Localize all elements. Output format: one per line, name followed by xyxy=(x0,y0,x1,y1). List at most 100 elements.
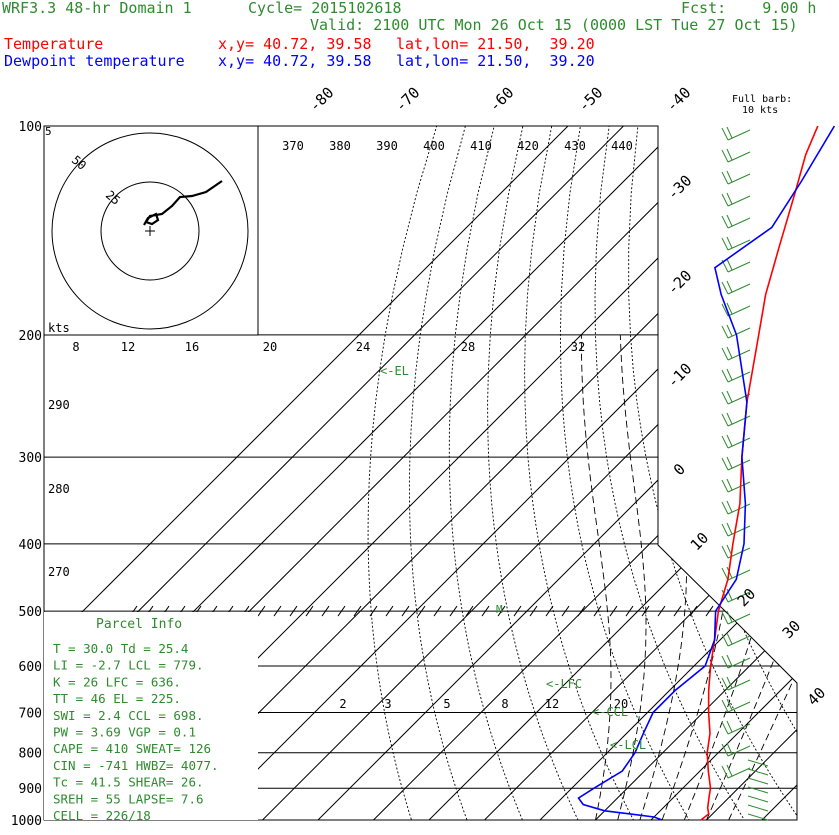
mixing-ratio-labels-bottom: 2 3 5 8 12 20 xyxy=(339,697,628,711)
moist-adiabat xyxy=(706,334,797,820)
wind-barb xyxy=(721,412,751,427)
dry-adiabat xyxy=(594,126,755,820)
temperature-legend: Temperature xyxy=(4,35,104,53)
hatch-mark xyxy=(561,605,570,617)
moist-adiabat xyxy=(661,334,735,820)
dry-adiabat xyxy=(408,126,474,820)
isotherm xyxy=(317,126,797,820)
hatch-mark xyxy=(401,605,410,617)
isotherm xyxy=(595,126,797,820)
wind-barb xyxy=(721,698,751,713)
theta-label-290: 290 xyxy=(48,398,70,412)
pressure-label-700: 700 xyxy=(19,707,42,722)
hatch-mark xyxy=(273,605,282,617)
isotherm xyxy=(706,126,797,820)
parcel-info-row: K = 26 LFC = 636. xyxy=(53,674,181,689)
wind-barb xyxy=(721,236,751,251)
hatch-mark xyxy=(321,605,330,617)
hatch-mark xyxy=(385,605,394,617)
parcel-info-row: SWI = 2.4 CCL = 698. xyxy=(53,708,204,723)
model-title: WRF3.3 48-hr Domain 1 xyxy=(2,0,192,17)
isotherm-label: 0 xyxy=(670,460,689,479)
pressure-labels: 100 200 300 400 500 600 700 800 900 1000 xyxy=(11,120,42,829)
wind-barb xyxy=(721,456,751,471)
wind-barb xyxy=(721,742,751,757)
mixing-ratio-label: 20 xyxy=(614,697,628,711)
parcel-info-title: Parcel Info xyxy=(96,617,182,632)
wind-barb xyxy=(721,676,751,691)
mixing-ratio-label: 16 xyxy=(185,340,199,354)
barb-legend-line2: 10 kts xyxy=(742,105,778,116)
mixing-ratio-label: 3 xyxy=(384,697,391,711)
isotherm xyxy=(44,126,569,820)
hatch-mark xyxy=(305,605,314,617)
dry-adiabat xyxy=(781,126,797,820)
lcl-marker: <-LCL xyxy=(610,738,646,752)
hatch-mark xyxy=(705,605,714,617)
parcel-info-row: CIN = -741 HWBZ= 4077. xyxy=(53,758,219,773)
theta-e-label: 430 xyxy=(564,139,586,153)
isotherm-label: -60 xyxy=(486,84,518,116)
wind-barb xyxy=(721,368,751,383)
mixing-ratio-label: 2 xyxy=(339,697,346,711)
parcel-info-row: TT = 46 EL = 225. xyxy=(53,691,181,706)
isotherm-label: 20 xyxy=(734,585,760,611)
parcel-info-background xyxy=(44,612,258,820)
parcel-info-row: SREH = 55 LAPSE= 7.6 xyxy=(53,791,204,806)
mixing-ratio-labels-top: 8 12 16 20 24 28 32 xyxy=(72,340,585,354)
isotherm-label: -80 xyxy=(306,84,338,116)
wind-barb xyxy=(721,148,751,163)
isotherm xyxy=(484,126,797,820)
hatch-mark xyxy=(513,605,522,617)
isotherm xyxy=(539,126,797,820)
hatch-mark xyxy=(673,605,682,617)
pressure-label-500: 500 xyxy=(19,605,42,620)
isotherm xyxy=(818,126,839,820)
mixing-ratio-label: 20 xyxy=(263,340,277,354)
hatch-mark xyxy=(257,605,266,617)
wind-barbs xyxy=(721,126,769,821)
pressure-label-600: 600 xyxy=(19,660,42,675)
mixing-ratio-label: 24 xyxy=(356,340,370,354)
hatch-mark xyxy=(689,605,698,617)
isotherm-label: -30 xyxy=(664,172,696,204)
parcel-info-row: PW = 3.69 VGP = 0.1 xyxy=(53,725,196,740)
parcel-info-row: CELL = 226/18 xyxy=(53,808,151,823)
isotherm-label: -50 xyxy=(575,84,607,116)
mixing-ratio-label: 8 xyxy=(501,697,508,711)
dewpoint-profile xyxy=(577,125,836,821)
hatch-mark xyxy=(577,605,586,617)
moist-adiabat xyxy=(639,334,688,820)
hatch-mark xyxy=(369,605,378,617)
parcel-mark: M xyxy=(496,603,503,616)
wind-barb-low xyxy=(747,813,769,821)
wind-barb-low xyxy=(747,786,769,794)
wind-barb xyxy=(721,632,751,647)
dewpoint-xy: x,y= 40.72, 39.58 xyxy=(218,52,372,70)
isotherm-labels: -80 -70 -60 -50 -40 -30 -20 -10 0 10 20 30 40 xyxy=(306,84,830,710)
pressure-label-100: 100 xyxy=(19,120,42,135)
theta-e-label: 380 xyxy=(329,139,351,153)
moist-adiabat xyxy=(728,334,797,820)
wind-barb xyxy=(721,258,751,273)
hatch-mark xyxy=(609,605,618,617)
hatch-mark xyxy=(593,605,602,617)
mixing-ratio-label: 5 xyxy=(443,697,450,711)
lfc-marker: <-LFC xyxy=(546,677,582,691)
valid-time: Valid: 2100 UTC Mon 26 Oct 15 (0000 LST … xyxy=(310,16,798,34)
dry-adiabat xyxy=(487,126,586,820)
parcel-info-box: Parcel Info T = 30.0 Td = 25.4 LI = -2.7 … xyxy=(44,612,258,823)
isotherm xyxy=(761,126,797,820)
wind-barb xyxy=(721,610,751,625)
hatch-mark xyxy=(545,605,554,617)
cycle-label: Cycle= 2015102618 xyxy=(248,0,402,17)
wind-barb-low xyxy=(747,795,769,803)
wind-barb-low xyxy=(747,804,769,812)
hatch-mark xyxy=(625,605,634,617)
isotherm-label: -20 xyxy=(664,267,696,299)
hatch-mark xyxy=(481,605,490,617)
pressure-label-200: 200 xyxy=(19,329,42,344)
hodograph-trace xyxy=(143,180,223,226)
pressure-label-1000: 1000 xyxy=(11,814,42,829)
wind-barb xyxy=(721,654,751,669)
